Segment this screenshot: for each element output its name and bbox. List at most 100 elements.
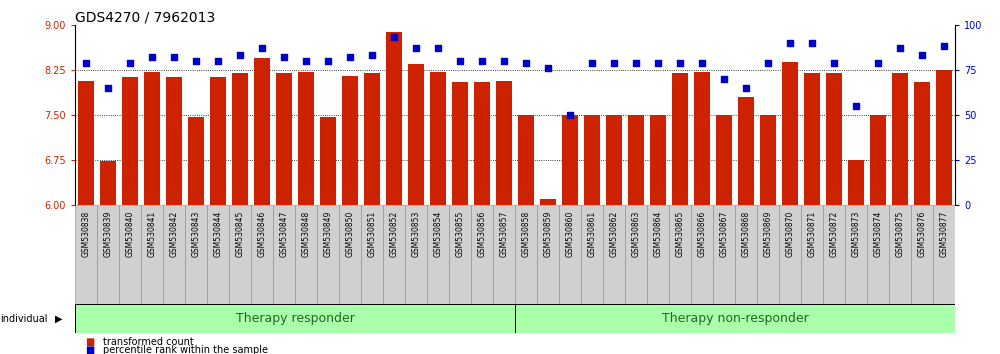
Point [342, 55, 358, 60]
Bar [361, 205, 383, 304]
Bar [276, 73, 292, 205]
Text: GSM530856: GSM530856 [478, 210, 486, 257]
Bar [320, 117, 336, 205]
Point [408, 45, 424, 51]
Point [364, 53, 380, 58]
Text: GSM530864: GSM530864 [654, 210, 662, 257]
Bar [757, 205, 779, 304]
Bar [119, 205, 141, 304]
Point [892, 45, 908, 51]
Bar [229, 205, 251, 304]
Bar [97, 205, 119, 304]
Bar [122, 76, 138, 205]
Bar [581, 205, 603, 304]
Text: GSM530855: GSM530855 [456, 210, 464, 257]
Text: GSM530853: GSM530853 [412, 210, 420, 257]
Bar [449, 205, 471, 304]
Text: Therapy non-responder: Therapy non-responder [662, 312, 808, 325]
Bar [933, 205, 955, 304]
Text: ■: ■ [85, 337, 94, 347]
Text: ■: ■ [85, 346, 94, 354]
Point [210, 58, 226, 64]
Bar [386, 32, 402, 205]
Bar [317, 205, 339, 304]
Point [760, 60, 776, 65]
Text: GSM530875: GSM530875 [896, 210, 904, 257]
Text: GSM530872: GSM530872 [830, 210, 838, 257]
Bar [251, 205, 273, 304]
Text: GSM530839: GSM530839 [104, 210, 112, 257]
Text: percentile rank within the sample: percentile rank within the sample [103, 346, 268, 354]
Text: GSM530850: GSM530850 [346, 210, 354, 257]
Point [694, 60, 710, 65]
Point [78, 60, 94, 65]
Bar [911, 205, 933, 304]
Text: GSM530848: GSM530848 [302, 210, 310, 257]
Bar [804, 73, 820, 205]
Bar [628, 115, 644, 205]
Text: GSM530865: GSM530865 [676, 210, 684, 257]
Point [430, 45, 446, 51]
Text: GSM530876: GSM530876 [918, 210, 926, 257]
Bar [845, 205, 867, 304]
Text: GSM530871: GSM530871 [808, 210, 816, 257]
Bar [364, 73, 380, 205]
Bar [342, 76, 358, 205]
Bar [141, 205, 163, 304]
Point [100, 85, 116, 91]
Bar [430, 72, 446, 205]
Bar [625, 205, 647, 304]
Bar [892, 73, 908, 205]
Text: Therapy responder: Therapy responder [236, 312, 354, 325]
Bar [210, 76, 226, 205]
Bar [650, 115, 666, 205]
Point [320, 58, 336, 64]
Point [474, 58, 490, 64]
Bar [405, 205, 427, 304]
Bar [100, 161, 116, 205]
Bar [515, 205, 537, 304]
Bar [691, 205, 713, 304]
Point [650, 60, 666, 65]
Bar [870, 115, 886, 205]
Text: GSM530852: GSM530852 [390, 210, 398, 257]
Bar [493, 205, 515, 304]
Point [848, 103, 864, 109]
Point [870, 60, 886, 65]
Text: GSM530859: GSM530859 [544, 210, 552, 257]
Point [144, 55, 160, 60]
Text: GSM530849: GSM530849 [324, 210, 332, 257]
Bar [672, 73, 688, 205]
Point [936, 44, 952, 49]
Point [716, 76, 732, 82]
Bar [188, 117, 204, 205]
Text: GSM530858: GSM530858 [522, 210, 530, 257]
Text: GSM530866: GSM530866 [698, 210, 706, 257]
Text: GSM530847: GSM530847 [280, 210, 288, 257]
Point [738, 85, 754, 91]
Bar [427, 205, 449, 304]
Text: GSM530874: GSM530874 [874, 210, 883, 257]
Bar [518, 115, 534, 205]
Text: GSM530851: GSM530851 [368, 210, 376, 257]
Point [496, 58, 512, 64]
Point [606, 60, 622, 65]
Point [672, 60, 688, 65]
Point [298, 58, 314, 64]
Bar [540, 199, 556, 205]
Point [782, 40, 798, 46]
Bar [914, 82, 930, 205]
Bar [713, 205, 735, 304]
Text: GSM530854: GSM530854 [434, 210, 442, 257]
Text: GSM530868: GSM530868 [742, 210, 750, 257]
Bar [273, 205, 295, 304]
Bar [735, 205, 757, 304]
Point [254, 45, 270, 51]
Bar [295, 205, 317, 304]
Point [562, 112, 578, 118]
Bar [163, 205, 185, 304]
Bar [867, 205, 889, 304]
Point [232, 53, 248, 58]
Bar [603, 205, 625, 304]
Point [826, 60, 842, 65]
